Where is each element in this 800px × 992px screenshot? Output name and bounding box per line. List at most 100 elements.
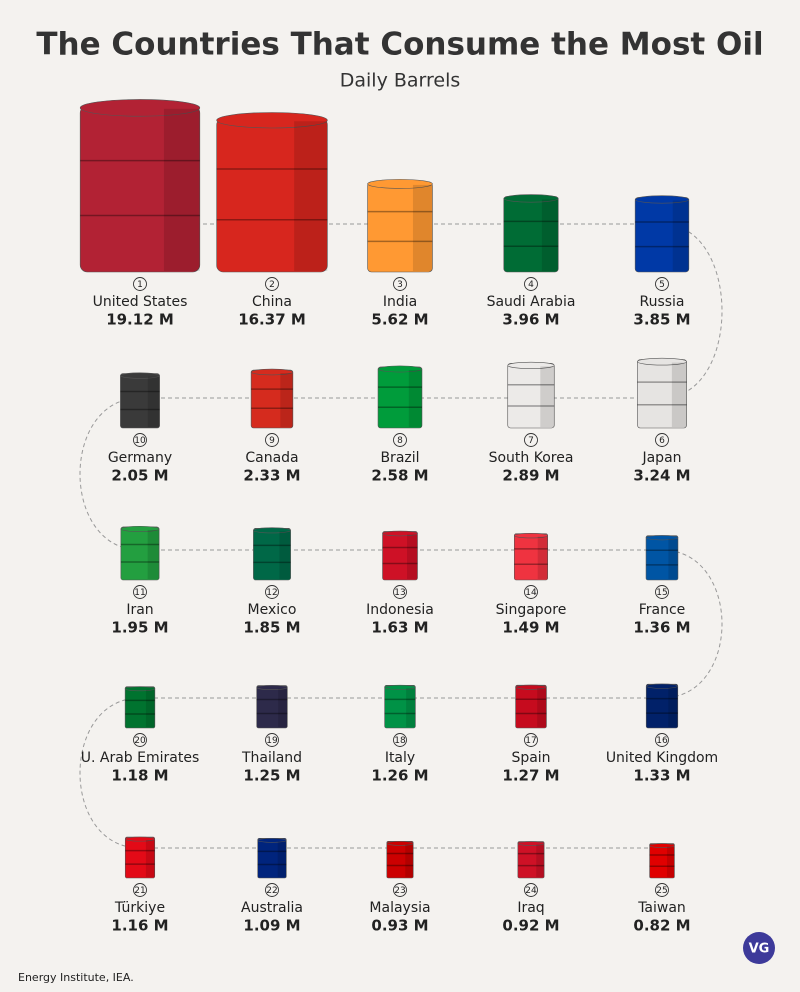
country-name: Iran bbox=[126, 602, 153, 618]
rank: 7 bbox=[528, 436, 534, 446]
barrel-shade bbox=[537, 688, 547, 727]
barrel-lid bbox=[515, 684, 547, 690]
rank-circle bbox=[393, 883, 407, 897]
rank: 17 bbox=[525, 736, 536, 746]
value-label: 16.37 M bbox=[238, 311, 306, 329]
value-label: 2.58 M bbox=[371, 467, 428, 485]
rank-circle bbox=[265, 277, 279, 291]
rank: 9 bbox=[269, 436, 275, 446]
barrel-shade bbox=[666, 846, 675, 877]
rank: 21 bbox=[134, 886, 145, 896]
rank-circle bbox=[265, 883, 279, 897]
country-name: United States bbox=[93, 294, 188, 310]
value-label: 3.85 M bbox=[633, 311, 690, 329]
rank: 11 bbox=[134, 588, 145, 598]
barrel-shade bbox=[406, 534, 418, 579]
rank-circle bbox=[393, 433, 407, 447]
barrel-lid bbox=[79, 99, 201, 117]
rank: 12 bbox=[266, 588, 277, 598]
barrel-lid bbox=[637, 357, 687, 366]
rank: 23 bbox=[394, 886, 405, 896]
connector bbox=[661, 549, 723, 699]
rank: 25 bbox=[656, 886, 667, 896]
rank-circle bbox=[524, 883, 538, 897]
barrel-shade bbox=[405, 844, 414, 877]
rank: 13 bbox=[394, 588, 405, 598]
barrel-lid bbox=[250, 368, 294, 376]
barrel-lid bbox=[253, 527, 291, 534]
barrel-lid bbox=[257, 838, 287, 843]
barrel-shade bbox=[147, 529, 160, 579]
value-label: 0.82 M bbox=[633, 917, 690, 935]
barrel-lid bbox=[124, 686, 156, 692]
country-name: China bbox=[252, 294, 292, 310]
barrel-shade bbox=[412, 184, 433, 271]
barrel-lid bbox=[517, 841, 545, 846]
barrel-lid bbox=[216, 112, 328, 129]
rank: 2 bbox=[269, 280, 275, 290]
barrel-shade bbox=[540, 366, 555, 427]
rank-circle bbox=[393, 277, 407, 291]
value-label: 0.92 M bbox=[502, 917, 559, 935]
rank: 14 bbox=[525, 588, 537, 598]
barrel-shade bbox=[668, 687, 678, 727]
rank-circle bbox=[133, 277, 147, 291]
barrel-lid bbox=[256, 685, 288, 690]
value-label: 1.25 M bbox=[243, 767, 300, 785]
barrel-shade bbox=[408, 369, 422, 427]
country-name: Türkiye bbox=[114, 900, 165, 916]
barrel-lid bbox=[645, 683, 679, 689]
country-name: Italy bbox=[385, 750, 415, 766]
rank-circle bbox=[524, 585, 538, 599]
value-label: 1.26 M bbox=[371, 767, 428, 785]
country-name: Spain bbox=[511, 750, 550, 766]
rank: 10 bbox=[134, 436, 146, 446]
barrel-lid bbox=[384, 684, 416, 690]
rank-circle bbox=[655, 883, 669, 897]
barrel-lid bbox=[649, 843, 675, 848]
value-label: 1.09 M bbox=[243, 917, 300, 935]
value-label: 19.12 M bbox=[106, 311, 174, 329]
connector bbox=[79, 697, 141, 849]
barrel-shade bbox=[145, 840, 155, 877]
rank-circle bbox=[524, 433, 538, 447]
barrel-lid bbox=[120, 372, 160, 379]
rank: 3 bbox=[397, 280, 403, 290]
value-label: 2.89 M bbox=[502, 467, 559, 485]
barrel-lid bbox=[382, 530, 418, 537]
barrel-shade bbox=[671, 362, 687, 427]
rank-circle bbox=[655, 733, 669, 747]
title: The Countries That Consume the Most Oil bbox=[36, 27, 763, 63]
country-name: Thailand bbox=[241, 750, 302, 766]
barrel-shade bbox=[147, 376, 160, 427]
rank: 6 bbox=[659, 436, 665, 446]
rank-circle bbox=[524, 277, 538, 291]
rank: 24 bbox=[525, 886, 537, 896]
rank: 5 bbox=[659, 280, 665, 290]
barrel-lid bbox=[514, 532, 548, 539]
country-name: Brazil bbox=[380, 450, 419, 466]
country-name: U. Arab Emirates bbox=[81, 750, 200, 766]
value-label: 1.16 M bbox=[111, 917, 168, 935]
rank-circle bbox=[524, 733, 538, 747]
country-name: Japan bbox=[641, 450, 681, 466]
country-name: Malaysia bbox=[369, 900, 430, 916]
value-label: 3.24 M bbox=[633, 467, 690, 485]
value-label: 3.96 M bbox=[502, 311, 559, 329]
rank: 15 bbox=[656, 588, 667, 598]
country-name: Iraq bbox=[517, 900, 544, 916]
rank-circle bbox=[655, 277, 669, 291]
barrel-lid bbox=[124, 836, 156, 842]
barrel-shade bbox=[541, 199, 559, 271]
country-name: Germany bbox=[108, 450, 172, 466]
value-label: 1.95 M bbox=[111, 619, 168, 637]
rank-circle bbox=[655, 585, 669, 599]
rank-circle bbox=[133, 733, 147, 747]
country-name: South Korea bbox=[489, 450, 574, 466]
value-label: 1.27 M bbox=[502, 767, 559, 785]
rank-circle bbox=[265, 433, 279, 447]
barrel-shade bbox=[277, 841, 287, 877]
logo-badge bbox=[743, 932, 775, 964]
connector bbox=[661, 223, 723, 399]
